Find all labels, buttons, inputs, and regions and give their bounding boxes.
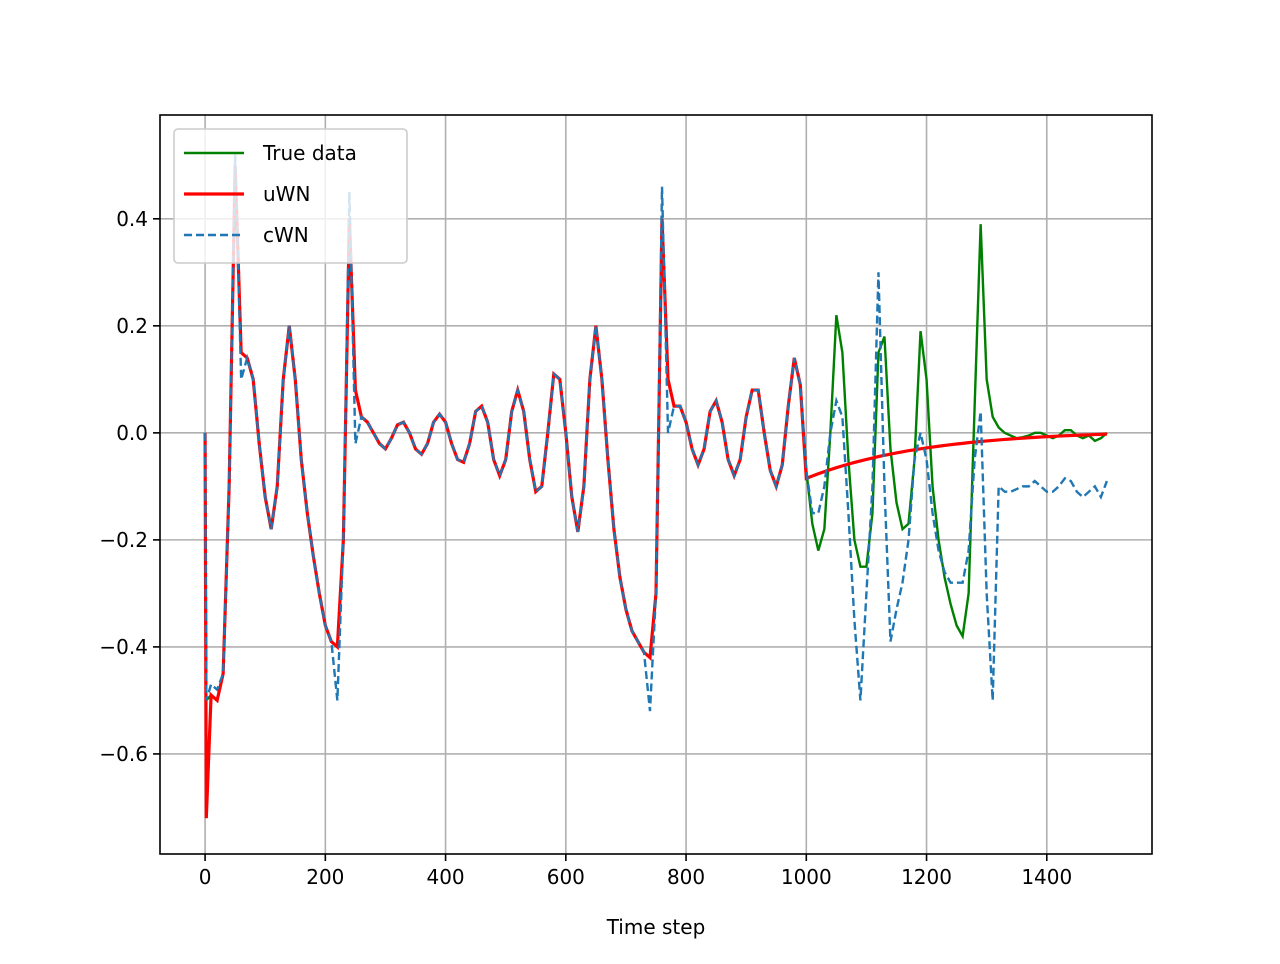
x-tick-label: 1200 — [901, 865, 952, 889]
y-tick-label: 0.4 — [116, 207, 148, 231]
y-tick-label: 0.0 — [116, 421, 148, 445]
plot-frame — [159, 114, 1153, 855]
legend-box — [173, 128, 408, 264]
x-axis-label: Time step — [606, 915, 706, 939]
legend-label: uWN — [263, 182, 310, 206]
y-tick-label: −0.2 — [99, 528, 148, 552]
y-tick-label: 0.2 — [116, 314, 148, 338]
x-tick-label: 1000 — [781, 865, 832, 889]
x-tick-label: 400 — [426, 865, 464, 889]
x-tick-label: 0 — [199, 865, 212, 889]
y-tick-label: −0.6 — [99, 742, 148, 766]
y-tick-label: −0.4 — [99, 635, 148, 659]
legend-label: True data — [262, 141, 357, 165]
x-tick-label: 200 — [306, 865, 344, 889]
x-tick-label: 1400 — [1021, 865, 1072, 889]
x-tick-label: 600 — [547, 865, 585, 889]
legend-label: cWN — [263, 223, 309, 247]
x-tick-label: 800 — [667, 865, 705, 889]
